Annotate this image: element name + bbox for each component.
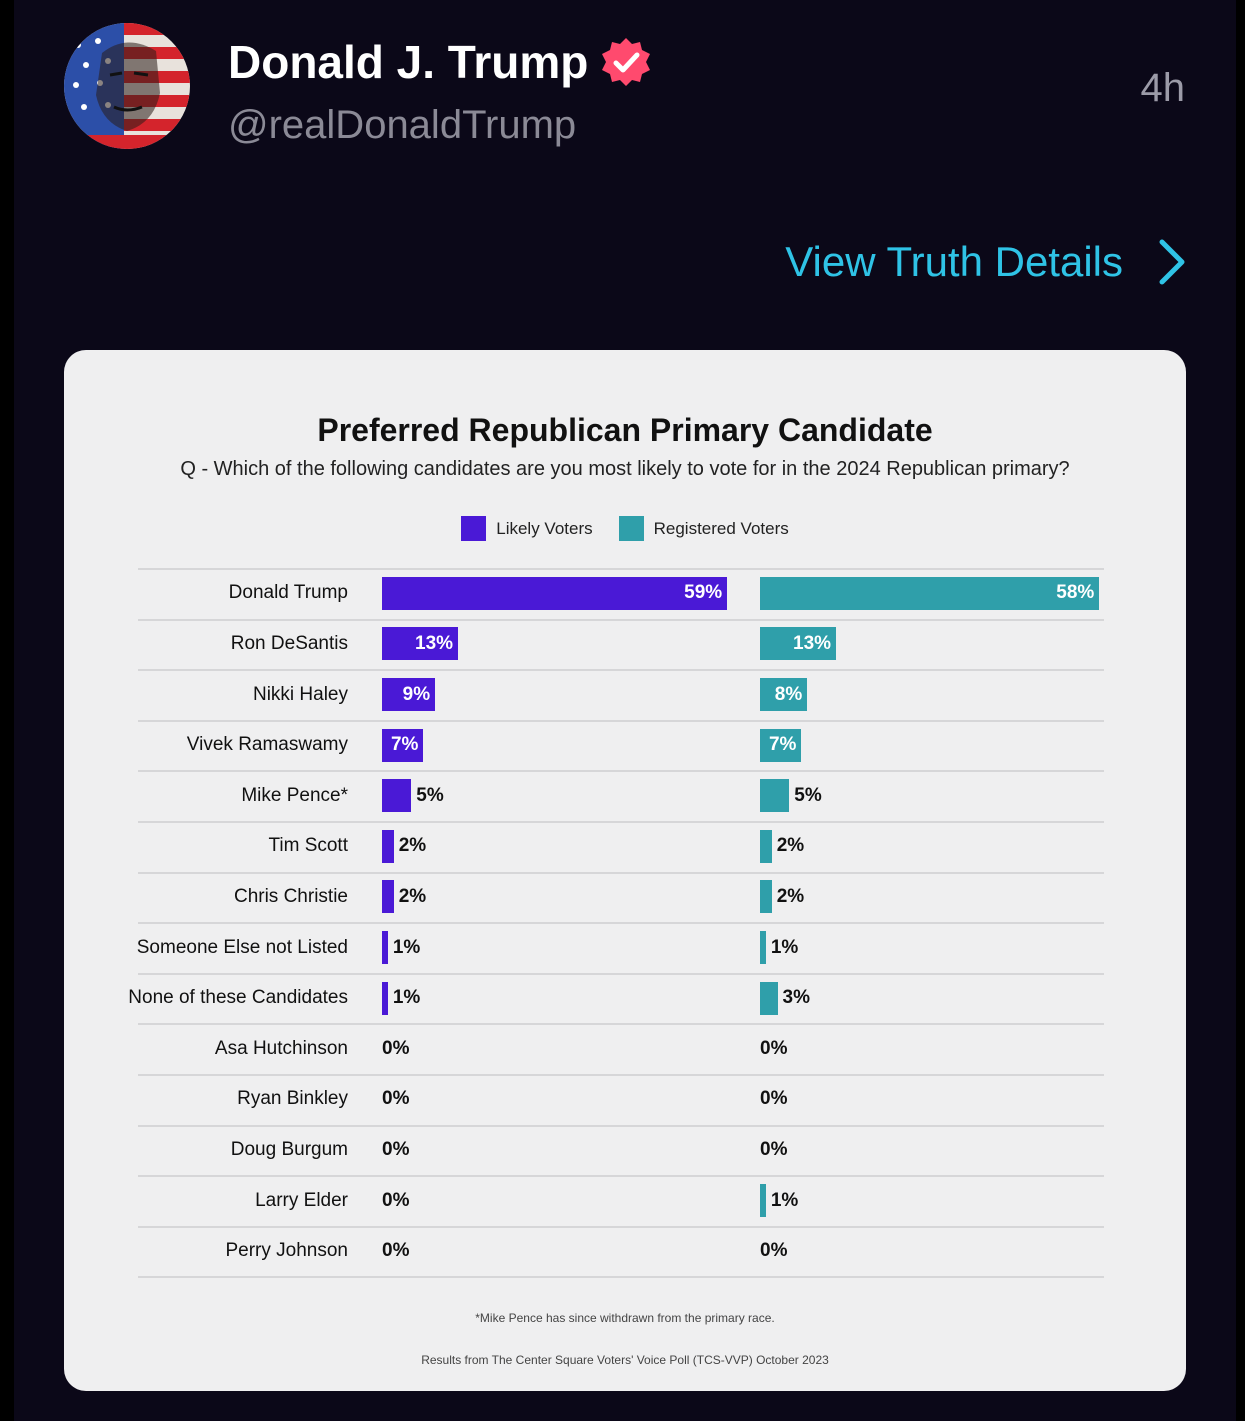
bar-reg[interactable] [760, 678, 807, 711]
value-label-likely: 7% [390, 734, 419, 756]
bar-likely[interactable] [382, 627, 459, 661]
row-separator [138, 1074, 1104, 1076]
row-separator [138, 1124, 1104, 1127]
chart-source: Results from The Center Square Voters' V… [421, 1353, 829, 1367]
value-label-reg: 5% [794, 784, 822, 806]
row-separator [138, 821, 1104, 823]
avatar-image [64, 23, 190, 149]
bar-likely[interactable] [382, 981, 388, 1015]
bar-likely[interactable] [382, 678, 435, 711]
row-separator [138, 669, 1104, 672]
bar-reg[interactable] [760, 576, 1100, 610]
value-label-reg: 1% [770, 1189, 799, 1211]
value-label-likely: 0% [382, 1088, 410, 1110]
view-truth-details-label: View Truth Details [785, 238, 1123, 285]
chart-card[interactable]: Preferred Republican Primary Candidate Q… [64, 350, 1186, 1391]
value-label-likely: 13% [415, 632, 454, 654]
bar-reg[interactable] [760, 779, 790, 813]
chart-title: Preferred Republican Primary Candidate [317, 412, 933, 448]
row-separator [138, 871, 1104, 874]
legend-item-likely: Likely Voters [461, 516, 593, 541]
value-label-likely: 1% [392, 936, 421, 958]
value-label-reg: 0% [760, 1138, 788, 1160]
bar-likely[interactable] [382, 829, 394, 863]
category-label: Mike Pence* [241, 784, 348, 806]
author-handle[interactable]: @realDonaldTrump [228, 103, 577, 147]
row-separator [138, 618, 1104, 621]
view-truth-details-link[interactable]: View Truth Details [785, 236, 1187, 288]
row-separator [138, 1175, 1104, 1178]
row-separator [138, 719, 1104, 722]
row-separator [138, 1225, 1104, 1228]
bar-reg[interactable] [760, 880, 772, 914]
value-label-reg: 58% [1056, 582, 1095, 604]
row-separator [138, 1276, 1104, 1279]
bar-reg[interactable] [760, 981, 778, 1015]
value-label-likely: 0% [382, 1189, 410, 1211]
category-label: Doug Burgum [230, 1138, 348, 1160]
value-label-likely: 0% [382, 1138, 410, 1160]
category-label: None of these Candidates [128, 987, 348, 1009]
bar-likely[interactable] [382, 576, 728, 610]
author-row: Donald J. Trump [228, 34, 652, 90]
value-label-likely: 9% [402, 683, 431, 705]
bar-likely[interactable] [382, 728, 423, 762]
value-label-likely: 5% [416, 784, 444, 806]
value-label-likely: 2% [398, 885, 427, 907]
category-label: Tim Scott [268, 835, 348, 857]
bar-reg[interactable] [760, 728, 801, 762]
bar-likely[interactable] [382, 931, 388, 964]
avatar[interactable] [64, 23, 190, 149]
bar-reg[interactable] [760, 627, 837, 661]
value-label-likely: 59% [684, 582, 723, 604]
value-label-reg: 0% [760, 1088, 788, 1110]
legend-item-registered: Registered Voters [618, 516, 789, 541]
author-name[interactable]: Donald J. Trump [228, 36, 589, 88]
value-label-reg: 3% [782, 987, 811, 1009]
category-label: Asa Hutchinson [214, 1037, 348, 1059]
row-separator [138, 972, 1104, 975]
category-label: Someone Else not Listed [136, 936, 348, 958]
value-label-reg: 7% [768, 734, 797, 756]
category-label: Ron DeSantis [230, 632, 348, 654]
value-label-likely: 0% [382, 1240, 410, 1262]
value-label-reg: 0% [760, 1037, 788, 1059]
value-label-reg: 2% [776, 835, 805, 857]
legend-label-registered: Registered Voters [653, 518, 789, 538]
value-label-likely: 1% [392, 987, 421, 1009]
value-label-reg: 8% [774, 683, 803, 705]
value-label-reg: 0% [760, 1240, 788, 1262]
row-separator [138, 770, 1104, 773]
bar-reg[interactable] [760, 1184, 766, 1217]
category-label: Donald Trump [228, 582, 348, 604]
chart-subtitle: Q - Which of the following candidates ar… [180, 458, 1070, 480]
chart-footnote: *Mike Pence has since withdrawn from the… [475, 1311, 775, 1325]
category-label: Vivek Ramaswamy [186, 734, 348, 756]
category-label: Nikki Haley [252, 683, 348, 705]
row-separator [138, 1023, 1104, 1026]
value-label-reg: 1% [770, 936, 799, 958]
legend-label-likely: Likely Voters [496, 518, 593, 538]
legend-swatch-likely [461, 516, 487, 541]
category-label: Ryan Binkley [237, 1088, 348, 1110]
row-separator [138, 568, 1104, 570]
bar-likely[interactable] [382, 880, 394, 914]
row-separator [138, 922, 1104, 925]
chevron-right-icon [1159, 239, 1185, 285]
bar-likely[interactable] [382, 779, 412, 813]
post-timestamp: 4h [1140, 66, 1186, 110]
bar-reg[interactable] [760, 829, 772, 863]
value-label-reg: 2% [776, 885, 805, 907]
value-label-likely: 0% [382, 1037, 410, 1059]
value-label-reg: 13% [793, 632, 832, 654]
value-label-likely: 2% [398, 835, 427, 857]
bar-reg[interactable] [760, 931, 766, 964]
chart-legend: Likely Voters Registered Voters [64, 516, 1186, 541]
category-label: Perry Johnson [225, 1240, 348, 1262]
verified-badge-icon [602, 38, 651, 86]
legend-swatch-registered [618, 516, 644, 541]
category-label: Larry Elder [255, 1189, 348, 1211]
category-label: Chris Christie [233, 885, 348, 907]
